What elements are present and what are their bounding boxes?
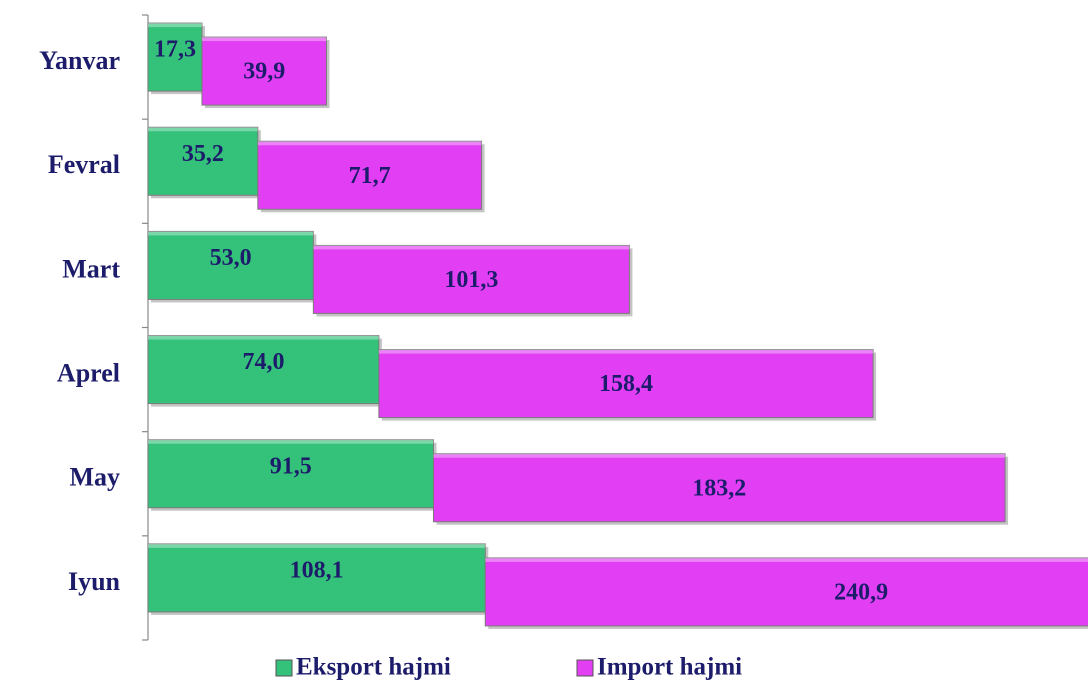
y-tick-label: Yanvar [39,46,120,75]
data-label: 74,0 [242,349,284,375]
bar-highlight [148,543,486,548]
bar [201,36,327,106]
bar [147,126,259,196]
data-label: 158,4 [599,371,653,397]
bar-highlight [148,23,202,28]
legend-swatch [275,659,293,677]
data-label: 17,3 [154,37,196,63]
bar [257,140,483,210]
bar [147,22,203,92]
data-label: 101,3 [444,267,498,293]
bar-highlight [485,557,1088,562]
bar-highlight [378,349,874,354]
data-label: 240,9 [834,579,888,605]
bar-highlight [201,37,327,42]
y-tick-label: Aprel [57,359,120,388]
data-label: 53,0 [210,245,252,271]
bar-highlight [148,335,379,340]
bar [147,439,434,509]
bar [378,349,874,419]
bar-highlight [433,453,1006,458]
data-label: 108,1 [290,557,344,583]
bar [484,557,1088,627]
bar [432,453,1006,523]
y-tick-label: May [69,463,120,492]
bar-highlight [313,245,630,250]
y-tick-label: Fevral [48,150,120,179]
legend-label: Import hajmi [597,654,742,681]
bar-highlight [148,439,434,444]
data-label: 71,7 [349,163,391,189]
bar-highlight [148,231,314,236]
bar-highlight [257,141,482,146]
bar [147,543,486,613]
bar-highlight [148,127,258,132]
legend-label: Eksport hajmi [296,654,451,681]
data-label: 35,2 [182,141,224,167]
data-label: 39,9 [243,59,285,85]
data-label: 91,5 [270,453,312,479]
bar [147,335,380,405]
legend-swatch [576,659,594,677]
y-tick-label: Iyun [68,567,121,596]
y-tick-label: Mart [62,254,120,283]
bar [312,244,630,314]
bar [147,230,314,300]
data-label: 183,2 [692,475,746,501]
